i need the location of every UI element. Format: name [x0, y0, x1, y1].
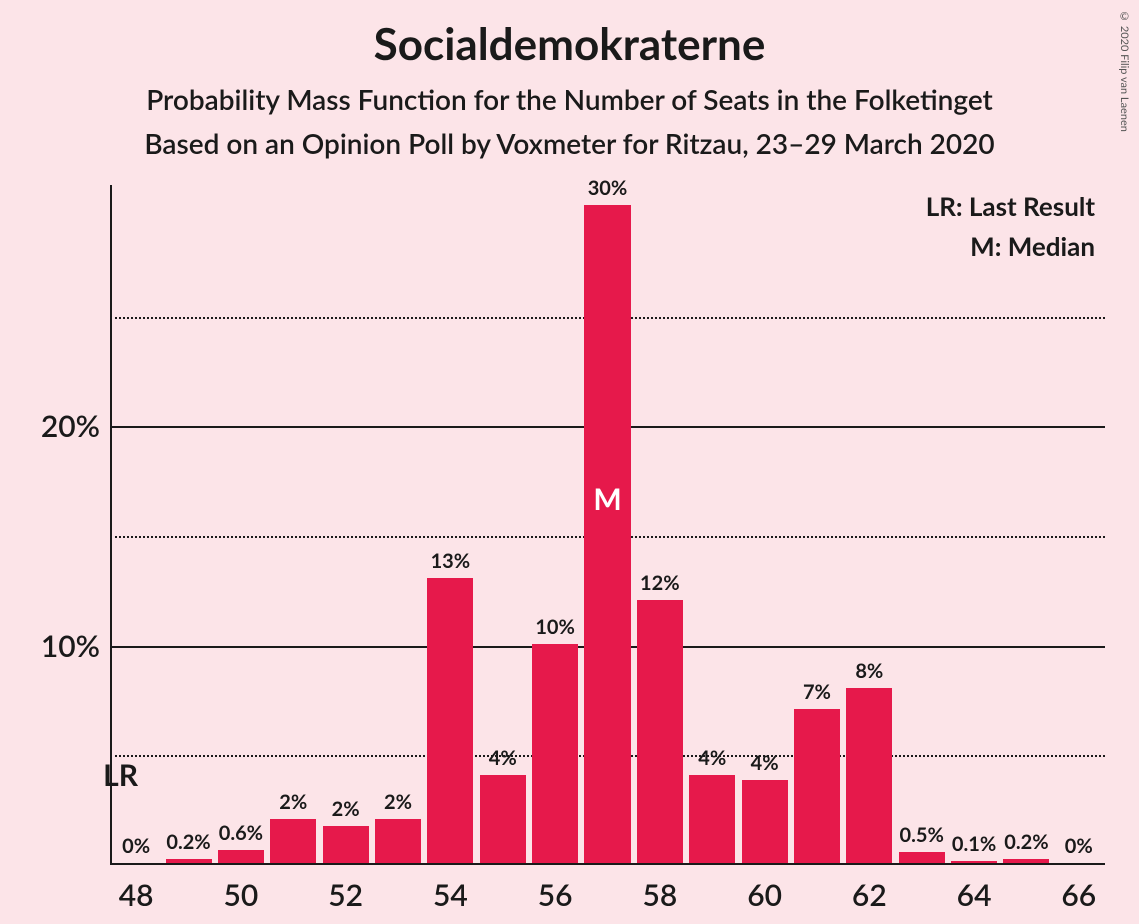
bar-value-label: 2% [323, 797, 369, 821]
median-marker: M [584, 481, 630, 517]
bar: 30%M [584, 205, 630, 863]
x-axis-label: 60 [747, 877, 782, 913]
legend-m: M: Median [926, 230, 1095, 262]
bar: 2% [270, 819, 316, 863]
bar: 10% [532, 644, 578, 863]
bar-value-label: 4% [689, 746, 735, 770]
bar: 0.6% [218, 850, 264, 863]
bar-value-label: 0.1% [951, 832, 997, 856]
bar: 4% [480, 775, 526, 863]
bar: 7% [794, 709, 840, 863]
bar-value-label: 13% [427, 549, 473, 573]
x-axis-label: 54 [433, 877, 468, 913]
bar-value-label: 2% [375, 790, 421, 814]
chart-title: Socialdemokraterne [0, 0, 1139, 70]
x-axis-label: 62 [852, 877, 887, 913]
bar: 8% [846, 688, 892, 863]
chart-plot-area: 10%20%485052545658606264660%0.2%0.6%2%2%… [110, 185, 1105, 865]
x-axis-label: 58 [642, 877, 677, 913]
bar: 13% [427, 578, 473, 863]
chart-subtitle-1: Probability Mass Function for the Number… [0, 82, 1139, 116]
bar-value-label: 7% [794, 680, 840, 704]
bar: 0.5% [899, 852, 945, 863]
x-axis-label: 52 [328, 877, 363, 913]
y-axis-label: 20% [41, 408, 100, 444]
legend-lr: LR: Last Result [926, 190, 1095, 222]
legend: LR: Last Result M: Median [926, 190, 1095, 262]
bar: 2% [323, 826, 369, 863]
last-result-marker: LR [103, 757, 138, 793]
bar: 4% [689, 775, 735, 863]
y-axis-label: 10% [41, 628, 100, 664]
bar: 4% [742, 780, 788, 863]
x-axis-label: 50 [224, 877, 259, 913]
bar: 2% [375, 819, 421, 863]
bar: 12% [637, 600, 683, 863]
bar-value-label: 0.6% [218, 821, 264, 845]
copyright-text: © 2020 Filip van Laenen [1118, 10, 1131, 132]
x-axis-label: 64 [957, 877, 992, 913]
bar-value-label: 10% [532, 615, 578, 639]
bar-value-label: 4% [742, 751, 788, 775]
bar-value-label: 0.2% [1003, 830, 1049, 854]
bar-value-label: 0% [1056, 834, 1102, 858]
bar-value-label: 2% [270, 790, 316, 814]
bar-value-label: 0% [113, 834, 159, 858]
bar-value-label: 4% [480, 746, 526, 770]
y-axis [110, 185, 112, 865]
x-axis [110, 863, 1105, 865]
x-axis-label: 56 [538, 877, 573, 913]
bar-value-label: 8% [846, 659, 892, 683]
bar-value-label: 30% [584, 176, 630, 200]
bar-value-label: 12% [637, 571, 683, 595]
bar-value-label: 0.5% [899, 823, 945, 847]
chart-subtitle-2: Based on an Opinion Poll by Voxmeter for… [0, 126, 1139, 160]
x-axis-label: 66 [1061, 877, 1096, 913]
bar-value-label: 0.2% [166, 830, 212, 854]
x-axis-label: 48 [119, 877, 154, 913]
